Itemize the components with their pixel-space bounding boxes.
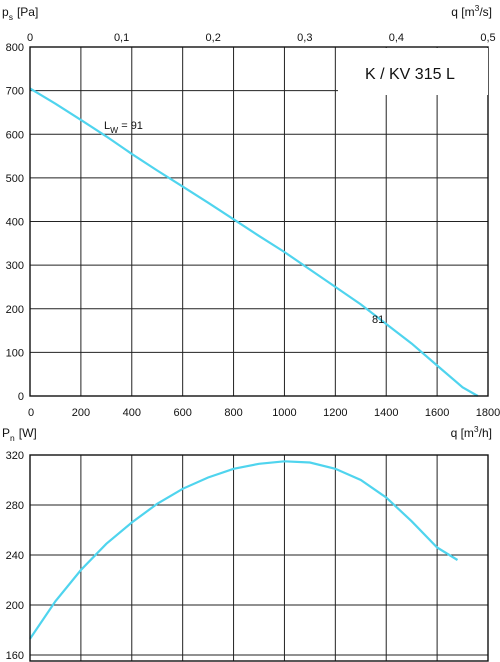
- flow-top-tick-label: 0,3: [297, 32, 312, 44]
- pressure-curve-group: [29, 87, 479, 397]
- power-curve-line: [29, 460, 459, 640]
- flow-bottom-axis-label: q [m3/h]: [451, 424, 492, 440]
- flow-top-tick-label: 0: [27, 32, 33, 44]
- power-plot-frame: [29, 454, 489, 662]
- pressure-y-tick-label: 300: [6, 260, 24, 272]
- flow-bottom-tick-label: 400: [123, 407, 141, 419]
- power-chart: 160 200 240 280 320 Pn [W]: [2, 426, 489, 662]
- chart-title: K / KV 315 L: [365, 66, 455, 83]
- flow-top-tick-label: 0,2: [206, 32, 221, 44]
- flow-bottom-tick-label: 1400: [374, 407, 398, 419]
- pressure-y-tick-label: 800: [6, 42, 24, 54]
- power-axis-label: Pn [W]: [2, 426, 37, 443]
- power-y-tick-label: 160: [6, 650, 24, 662]
- pressure-curve-line: [29, 87, 479, 397]
- flow-top-axis-label: q [m3/s]: [451, 3, 492, 19]
- power-tick-labels: 160 200 240 280 320: [6, 450, 24, 662]
- power-curve-group: [29, 460, 459, 640]
- power-y-tick-label: 200: [6, 600, 24, 612]
- power-y-tick-label: 280: [6, 500, 24, 512]
- flow-bottom-tick-label: 1000: [272, 407, 296, 419]
- power-y-tick-label: 320: [6, 450, 24, 462]
- lw-91-label: LW = 91: [104, 120, 143, 135]
- pressure-axis-label: ps [Pa]: [2, 5, 38, 22]
- pressure-y-tick-label: 700: [6, 86, 24, 98]
- lw-81-label: 81: [372, 314, 384, 326]
- flow-bottom-tick-label: 1800: [476, 407, 500, 419]
- flow-bottom-tick-label: 800: [224, 407, 242, 419]
- flow-top-tick-label: 0,5: [480, 32, 495, 44]
- flow-bottom-tick-label: 1200: [323, 407, 347, 419]
- pressure-y-tick-label: 500: [6, 173, 24, 185]
- power-grid: [29, 454, 489, 661]
- pressure-y-tick-label: 100: [6, 347, 24, 359]
- pressure-y-tick-label: 600: [6, 129, 24, 141]
- chart-title-box: [338, 48, 488, 95]
- pressure-y-tick-label: 400: [6, 217, 24, 229]
- flow-top-tick-label: 0,4: [389, 32, 404, 44]
- flow-bottom-tick-label: 1600: [425, 407, 449, 419]
- pressure-y-tick-label: 200: [6, 304, 24, 316]
- flow-bottom-tick-label: 200: [72, 407, 90, 419]
- flow-bottom-tick-label: 600: [173, 407, 191, 419]
- pressure-y-tick-label: 0: [18, 391, 24, 403]
- power-y-tick-label: 240: [6, 550, 24, 562]
- pressure-grid: [29, 46, 489, 397]
- pressure-plot-frame: [29, 46, 489, 397]
- flow-bottom-tick-label: 0: [28, 407, 34, 419]
- flow-top-tick-label: 0,1: [114, 32, 129, 44]
